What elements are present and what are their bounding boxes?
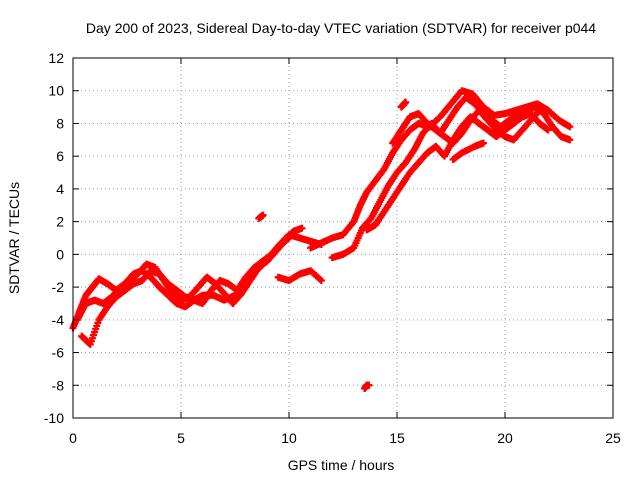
y-tick-label: 6: [56, 148, 64, 164]
y-tick-label: -2: [52, 279, 65, 295]
x-tick-label: 5: [177, 430, 185, 446]
data-point: [259, 211, 267, 219]
data-points: [69, 87, 574, 393]
data-point: [298, 224, 306, 232]
data-point: [566, 136, 574, 144]
y-tick-label: 0: [56, 246, 64, 262]
grid-lines: [73, 58, 613, 418]
data-point: [536, 106, 544, 114]
x-tick-label: 0: [69, 430, 77, 446]
y-tick-label: -8: [52, 377, 65, 393]
x-tick-label: 15: [389, 430, 405, 446]
chart-title: Day 200 of 2023, Sidereal Day-to-day VTE…: [86, 20, 596, 36]
y-axis-label: SDTVAR / TECUs: [6, 182, 22, 294]
y-tick-label: 2: [56, 214, 64, 230]
data-point: [402, 98, 410, 106]
data-point: [566, 123, 574, 131]
y-tick-label: -6: [52, 345, 65, 361]
y-tick-label: 10: [48, 83, 64, 99]
y-tick-label: 8: [56, 115, 64, 131]
x-tick-label: 20: [497, 430, 513, 446]
data-point: [365, 381, 373, 389]
y-tick-label: 12: [48, 50, 64, 66]
axis-ticks: 0 5 10 15 20 25 -10 -8 -6 -4 -2 0 2 4 6 8 10 12: [44, 50, 621, 446]
x-axis-label: GPS time / hours: [288, 457, 395, 473]
x-tick-label: 10: [281, 430, 297, 446]
x-tick-label: 25: [605, 430, 621, 446]
y-tick-label: 4: [56, 181, 64, 197]
data-point: [544, 126, 552, 134]
data-point: [479, 139, 487, 147]
data-point: [317, 277, 325, 285]
data-point: [285, 234, 293, 242]
y-tick-label: -10: [44, 410, 64, 426]
plot-frame: [72, 57, 614, 419]
y-tick-label: -4: [52, 312, 65, 328]
